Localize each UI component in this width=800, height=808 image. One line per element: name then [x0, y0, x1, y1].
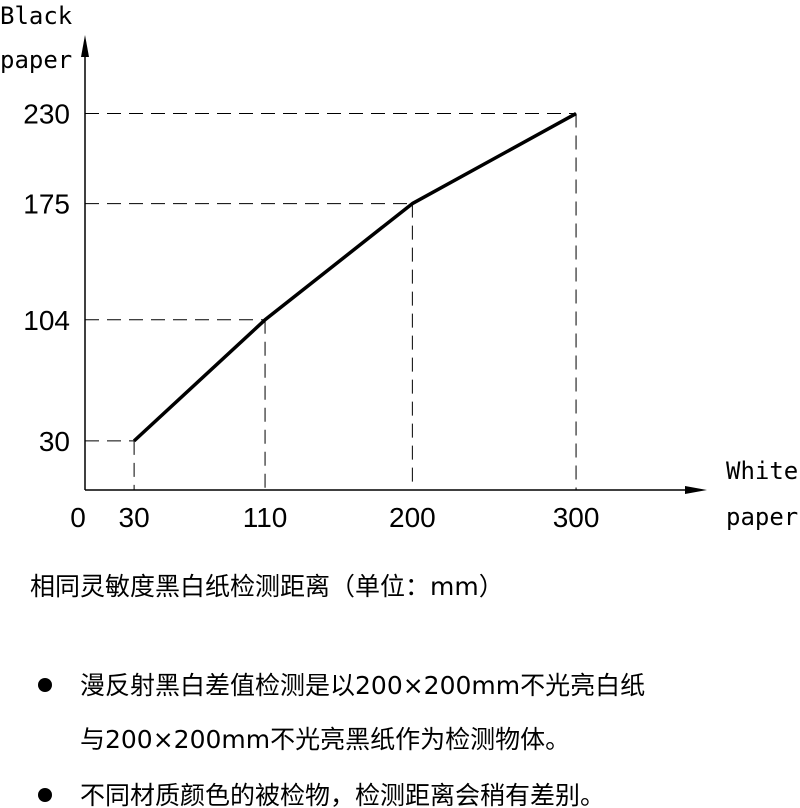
x-arrow [685, 486, 707, 494]
x-tick-label: 110 [243, 502, 288, 533]
note: 漫反射黑白差值检测是以200×200mm不光亮白纸 [80, 671, 645, 700]
y-axis-label: paper [0, 46, 72, 74]
caption: 相同灵敏度黑白纸检测距离（单位：mm） [30, 572, 504, 601]
x-tick-label: 300 [553, 502, 600, 533]
y-tick-label: 104 [23, 305, 70, 336]
y-tick-label: 175 [23, 189, 70, 220]
x-tick-label: 0 [70, 502, 86, 533]
y-tick-label: 30 [39, 426, 70, 457]
y-tick-label: 230 [23, 99, 70, 130]
bullet [38, 678, 52, 692]
x-axis-label: paper [726, 503, 798, 531]
x-axis-label: White [726, 457, 798, 485]
x-tick-label: 200 [389, 502, 436, 533]
bullet [38, 788, 52, 802]
note: 不同材质颜色的被检物，检测距离会稍有差别。 [80, 781, 605, 808]
y-arrow [81, 35, 89, 57]
y-axis-label: Black [0, 2, 73, 30]
note: 与200×200mm不光亮黑纸作为检测物体。 [80, 725, 570, 754]
x-tick-label: 30 [119, 502, 150, 533]
data-line [132, 112, 577, 443]
